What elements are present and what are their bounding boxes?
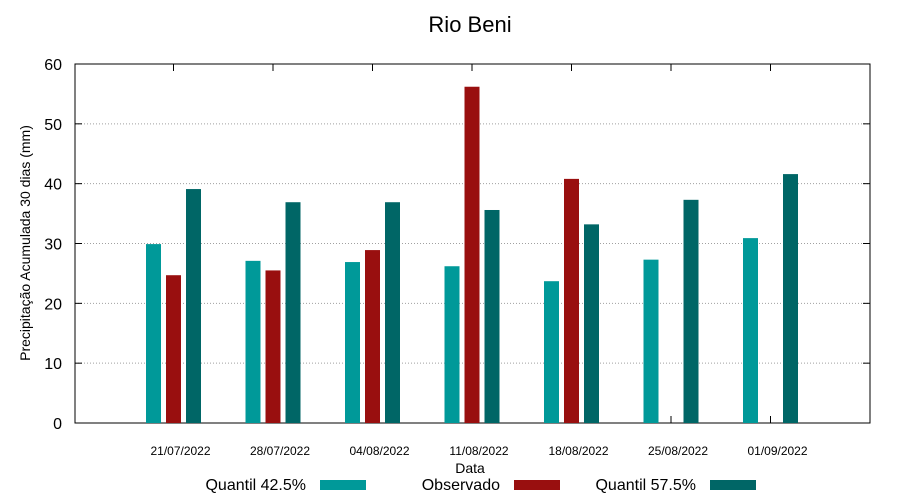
bar-quantil-42-5 (146, 244, 161, 423)
x-axis-label: Data (455, 460, 485, 476)
x-tick-label: 28/07/2022 (250, 444, 310, 458)
bar-quantil-42-5 (345, 262, 360, 423)
bar-quantil-57-5 (285, 202, 301, 423)
legend-swatch (710, 480, 756, 490)
y-tick-label: 20 (44, 296, 62, 313)
y-axis-label: Precipitação Acumulada 30 dias (mm) (17, 125, 33, 361)
x-tick-label: 11/08/2022 (449, 444, 508, 458)
y-axis-ticks: 0 10 20 30 40 50 60 (44, 57, 870, 433)
bar-quantil-42-5 (245, 260, 261, 423)
y-tick-label: 40 (44, 177, 62, 194)
y-tick-label: 60 (44, 57, 62, 74)
x-tick-label: 01/09/2022 (747, 444, 807, 458)
bar-quantil-57-5 (484, 209, 500, 423)
bar-quantil-42-5 (544, 281, 559, 423)
bar-observado (365, 250, 380, 423)
y-tick-label: 10 (44, 356, 62, 373)
bars (146, 86, 798, 423)
y-tick-label: 30 (44, 237, 62, 254)
bar-quantil-42-5 (643, 259, 659, 423)
bar-observado (564, 178, 579, 423)
bar-observado (166, 275, 181, 423)
x-tick-label: 25/08/2022 (648, 444, 708, 458)
legend: Quantil 42.5% Observado Quantil 57.5% (205, 477, 756, 494)
legend-swatch (514, 480, 560, 490)
bar-quantil-57-5 (186, 189, 201, 423)
legend-label: Quantil 42.5% (205, 477, 306, 494)
bar-quantil-42-5 (743, 238, 758, 423)
bar-quantil-57-5 (783, 174, 798, 423)
bar-quantil-57-5 (584, 224, 599, 423)
x-tick-label: 04/08/2022 (349, 444, 409, 458)
legend-label: Observado (422, 477, 500, 494)
x-tick-label: 18/08/2022 (548, 444, 608, 458)
chart-title: Rio Beni (428, 12, 511, 37)
grid-lines (75, 123, 870, 364)
legend-label: Quantil 57.5% (595, 477, 696, 494)
bar-quantil-57-5 (683, 199, 699, 423)
legend-swatch (320, 480, 366, 490)
y-tick-label: 0 (53, 416, 62, 433)
bar-observado (265, 270, 281, 423)
x-tick-label: 21/07/2022 (150, 444, 210, 458)
bar-quantil-42-5 (444, 266, 460, 423)
bar-observado (464, 86, 480, 423)
x-axis-ticks: 21/07/2022 28/07/2022 04/08/2022 11/08/2022… (150, 64, 808, 458)
bar-quantil-57-5 (385, 202, 400, 423)
y-tick-label: 50 (44, 117, 62, 134)
